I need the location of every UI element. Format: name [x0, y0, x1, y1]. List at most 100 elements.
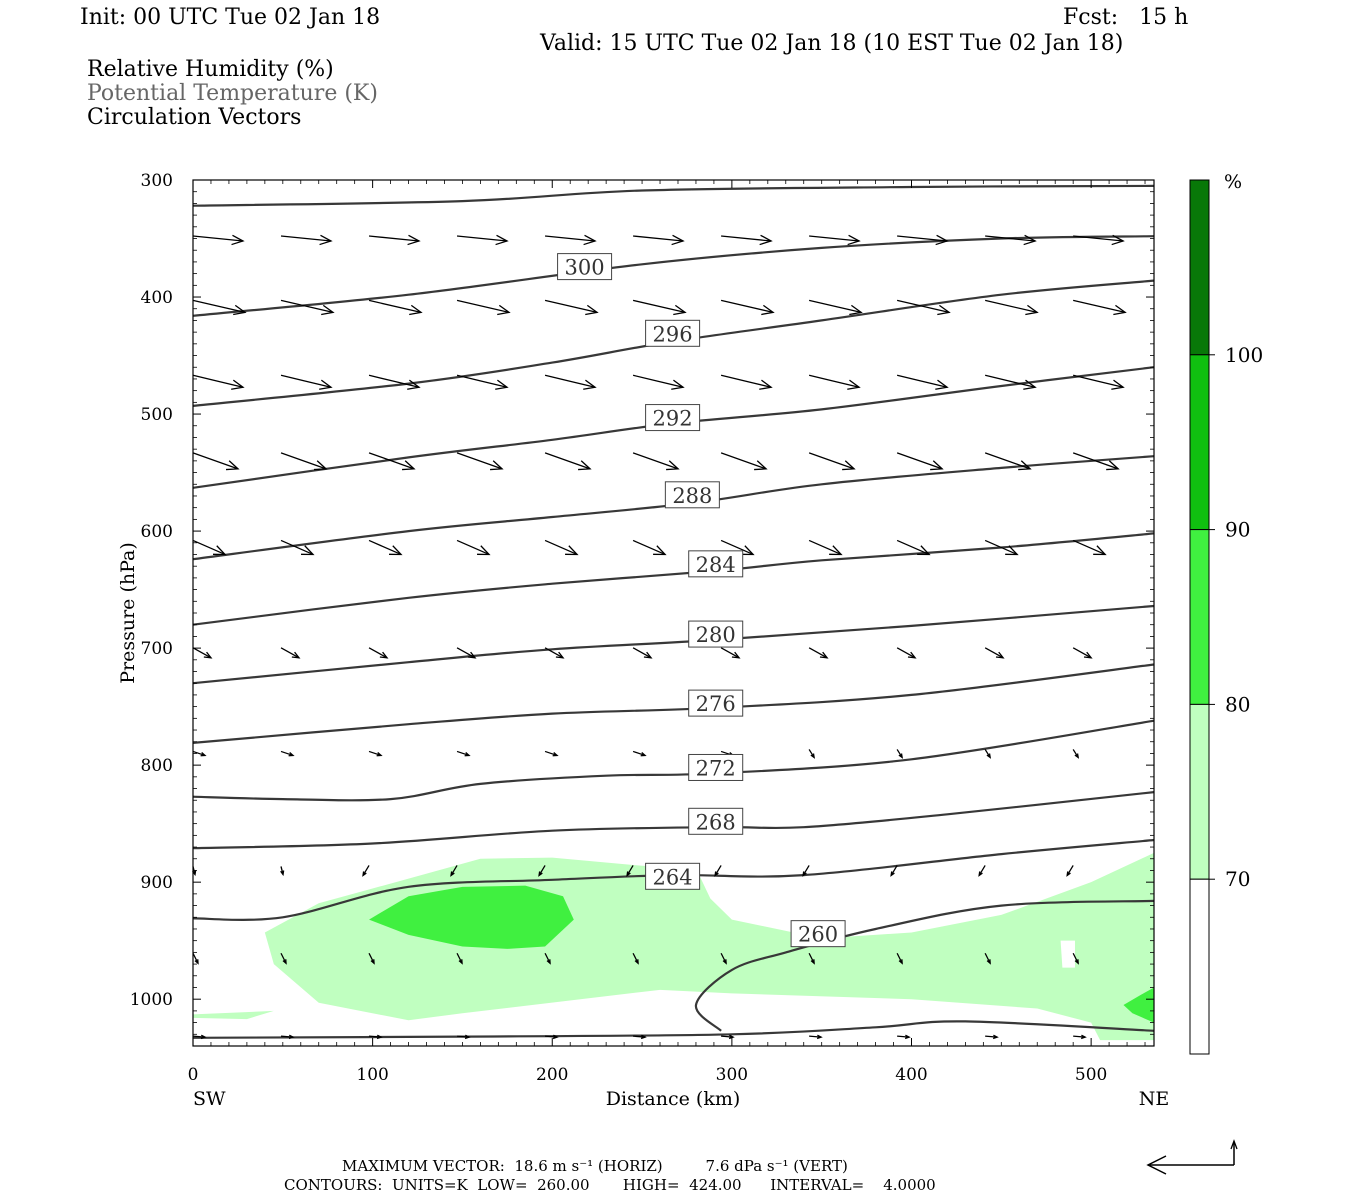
circulation-vector — [1072, 749, 1080, 759]
contour-label-box-296 — [645, 319, 701, 347]
rh-colorbar: 70 80 90 100 — [1189, 179, 1263, 1055]
contour-label-276: 276 — [696, 692, 736, 716]
circulation-vector — [368, 1034, 383, 1040]
circulation-vector — [896, 647, 917, 659]
circulation-vector — [896, 749, 904, 759]
circulation-vector — [808, 452, 856, 471]
circulation-vector — [192, 1034, 207, 1040]
axes-layer: 300 400 500 600 700 800 900 1000 0 100 200 300 400 50… — [130, 171, 1154, 1085]
x-tick-label-300: 300 — [716, 1065, 748, 1085]
circulation-vector — [984, 452, 1032, 471]
circulation-vector — [544, 452, 592, 471]
contour-label-260: 260 — [798, 923, 838, 947]
y-tick-label-700: 700 — [141, 639, 173, 659]
circulation-vector — [545, 234, 597, 246]
reference-vector — [1146, 1139, 1238, 1175]
contour-info-note: CONTOURS: UNITS=K LOW= 260.00 HIGH= 424.… — [284, 1176, 936, 1194]
circulation-vector — [456, 234, 509, 246]
circulation-vector — [192, 647, 213, 659]
circulation-vector — [280, 234, 333, 246]
circulation-vector — [890, 865, 898, 877]
theta-contour-unlabeled-12 — [192, 184, 1155, 207]
circulation-vector — [632, 750, 647, 757]
circulation-vector — [896, 952, 903, 965]
circulation-vector — [984, 749, 992, 759]
contour-label-box-260 — [790, 920, 846, 948]
circulation-vector — [632, 299, 687, 316]
circulation-vector — [456, 647, 477, 659]
circulation-vector — [978, 865, 986, 877]
legend-circulation-vectors: Circulation Vectors — [87, 105, 302, 130]
legend-relative-humidity: Relative Humidity (%) — [87, 57, 334, 82]
circulation-vector — [633, 234, 685, 246]
colorbar-label-100: 100 — [1225, 343, 1263, 367]
colorbar-segment-3 — [1189, 703, 1210, 880]
contour-label-box-292 — [645, 404, 701, 432]
circulation-vector — [632, 452, 680, 471]
circulation-vector — [368, 952, 375, 965]
x-tick-label-100: 100 — [356, 1065, 388, 1085]
circulation-vector — [632, 952, 639, 965]
contour-label-box-264 — [645, 862, 701, 890]
x-tick-label-0: 0 — [188, 1065, 199, 1085]
theta-contour-272 — [192, 719, 1155, 802]
circulation-vector — [721, 234, 773, 246]
contour-label-box-288 — [664, 481, 720, 509]
circulation-vector — [280, 299, 335, 316]
colorbar-segment-0 — [1189, 179, 1210, 356]
circulation-vector — [456, 1034, 471, 1040]
y-tick-label-900: 900 — [141, 873, 173, 893]
circulation-vector — [808, 647, 829, 659]
circulation-vector — [1072, 952, 1079, 965]
y-tick-label-500: 500 — [141, 405, 173, 425]
circulation-vector — [808, 749, 816, 759]
circulation-vector — [456, 539, 491, 556]
circulation-vector — [1072, 647, 1093, 659]
circulation-vector — [192, 374, 245, 390]
circulation-vector — [280, 647, 301, 659]
circulation-vector — [984, 952, 991, 965]
circulation-vector — [192, 539, 227, 556]
circulation-vector — [896, 374, 949, 390]
theta-contour-300 — [192, 235, 1155, 317]
circulation-vector — [721, 1034, 735, 1040]
circulation-vector — [1073, 299, 1127, 316]
circulation-vector — [720, 452, 768, 471]
forecast-hour: Fcst: 15 h — [1063, 5, 1189, 30]
circulation-vector — [985, 299, 1039, 316]
circulation-vector — [1066, 865, 1074, 877]
x-axis-label: Distance (km) — [606, 1088, 741, 1110]
circulation-vector — [280, 1034, 295, 1040]
circulation-vector — [544, 299, 599, 316]
circulation-vector — [368, 647, 389, 659]
init-time: Init: 00 UTC Tue 02 Jan 18 — [80, 5, 381, 30]
circulation-vector — [280, 374, 333, 390]
x-tick-label-400: 400 — [895, 1065, 927, 1085]
contour-label-box-272 — [688, 753, 744, 781]
circulation-vector — [808, 952, 815, 965]
contour-label-box-284 — [688, 550, 744, 578]
y-tick-label-800: 800 — [141, 756, 173, 776]
circulation-vector — [544, 374, 597, 390]
x-tick-label-200: 200 — [536, 1065, 568, 1085]
rh-region-70-80-sliver — [193, 1010, 274, 1020]
circulation-vector — [897, 234, 949, 246]
theta-contour-264 — [192, 838, 1155, 921]
circulation-vector — [808, 539, 843, 556]
colorbar-segment-4 — [1189, 878, 1210, 1055]
circulation-vector — [896, 452, 944, 471]
circulation-vector — [544, 647, 565, 659]
circulation-vector — [808, 299, 863, 316]
circulation-vector — [984, 374, 1037, 390]
circulation-vector — [456, 374, 509, 390]
contour-label-292: 292 — [653, 407, 693, 431]
circulation-vector — [720, 647, 741, 659]
circulation-vector — [808, 374, 861, 390]
circulation-vector-layer — [192, 234, 1127, 1040]
end-label-left: SW — [193, 1088, 226, 1110]
contour-label-268: 268 — [696, 810, 736, 834]
circulation-vector — [720, 539, 755, 556]
circulation-vector — [280, 750, 295, 757]
circulation-vector — [544, 539, 579, 556]
